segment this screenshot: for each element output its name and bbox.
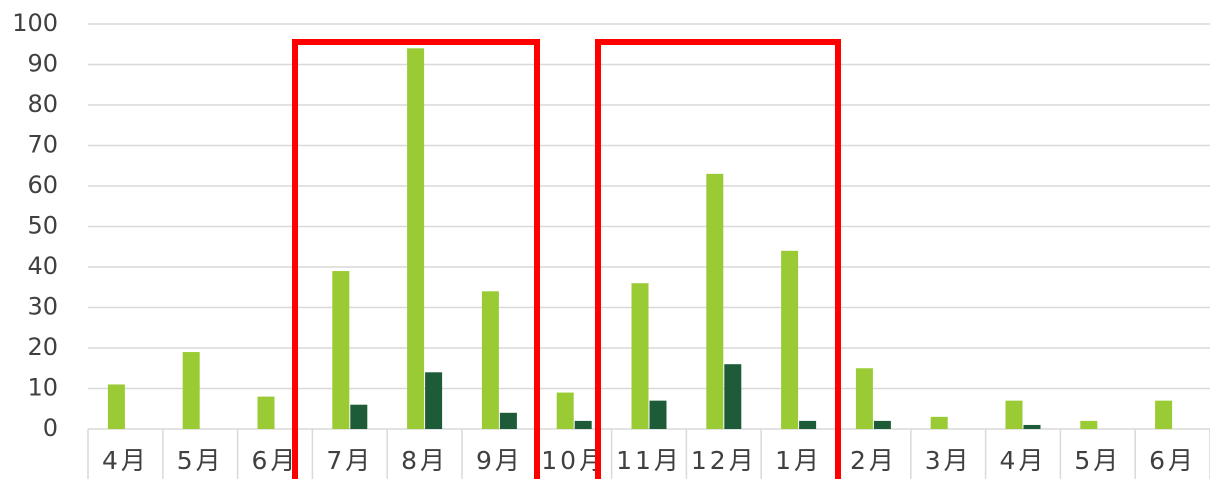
y-tick-label: 10 bbox=[27, 374, 58, 402]
y-tick-label: 100 bbox=[12, 9, 58, 37]
bar bbox=[1005, 400, 1023, 429]
bar bbox=[1080, 420, 1098, 429]
x-tick-label: 8月 bbox=[401, 446, 448, 475]
bar bbox=[182, 352, 200, 429]
bar bbox=[1155, 400, 1173, 429]
x-tick-label: 12月 bbox=[691, 446, 757, 475]
bar bbox=[649, 400, 667, 429]
y-tick-label: 20 bbox=[27, 333, 58, 361]
bar bbox=[873, 420, 891, 429]
y-tick-label: 60 bbox=[27, 171, 58, 199]
bar bbox=[350, 404, 368, 429]
bar bbox=[425, 372, 443, 429]
x-tick-label: 5月 bbox=[1074, 446, 1121, 475]
x-tick-label: 5月 bbox=[177, 446, 224, 475]
y-tick-label: 40 bbox=[27, 252, 58, 280]
bar bbox=[631, 283, 649, 429]
x-tick-label: 1月 bbox=[775, 446, 822, 475]
grid: 0 10 20 30 40 50 60 70 80 90 100 4月 5月 6月 7月 8月 9月 10月 11月… bbox=[12, 9, 1210, 479]
bar bbox=[574, 420, 592, 429]
bar bbox=[855, 368, 873, 429]
bar bbox=[481, 291, 499, 429]
x-tick-label: 11月 bbox=[616, 446, 682, 475]
bar bbox=[799, 420, 817, 429]
bar bbox=[107, 384, 125, 429]
x-tick-label: 4月 bbox=[1000, 446, 1047, 475]
bar bbox=[1023, 424, 1041, 429]
x-tick-label: 6月 bbox=[252, 446, 299, 475]
bar bbox=[257, 396, 275, 429]
x-tick-label: 3月 bbox=[925, 446, 972, 475]
bar bbox=[706, 173, 724, 429]
y-tick-label: 30 bbox=[27, 293, 58, 321]
marks bbox=[107, 48, 1173, 430]
bar bbox=[724, 364, 742, 429]
y-tick-label: 0 bbox=[43, 414, 58, 442]
highlight-box bbox=[595, 39, 841, 479]
bar bbox=[781, 250, 799, 429]
bar bbox=[332, 271, 350, 429]
x-tick-label: 4月 bbox=[102, 446, 149, 475]
x-tick-label: 7月 bbox=[326, 446, 373, 475]
bar bbox=[499, 412, 517, 429]
x-tick-label: 6月 bbox=[1149, 446, 1196, 475]
x-tick-label: 10月 bbox=[541, 446, 607, 475]
bar bbox=[407, 48, 425, 430]
x-tick-label: 2月 bbox=[850, 446, 897, 475]
y-tick-label: 80 bbox=[27, 90, 58, 118]
bar bbox=[556, 392, 574, 429]
highlight-box bbox=[292, 39, 540, 479]
bar bbox=[930, 416, 948, 429]
y-tick-label: 50 bbox=[27, 212, 58, 240]
y-tick-label: 90 bbox=[27, 50, 58, 78]
x-tick-label: 9月 bbox=[476, 446, 523, 475]
y-tick-label: 70 bbox=[27, 131, 58, 159]
